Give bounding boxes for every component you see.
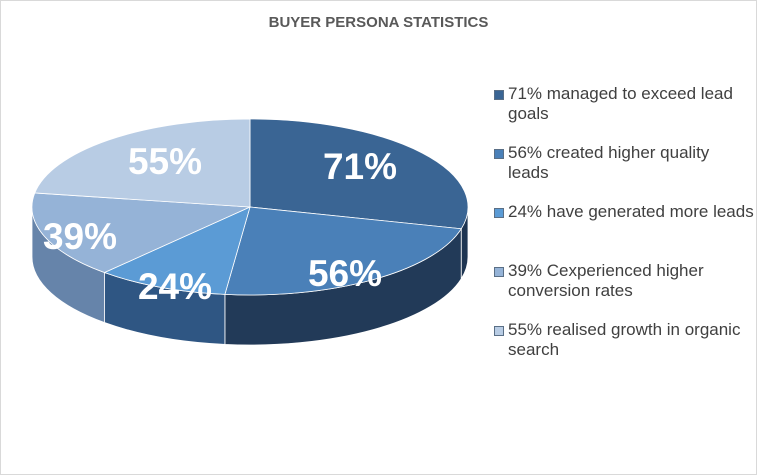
chart-title: BUYER PERSONA STATISTICS: [268, 14, 489, 31]
legend-swatch: [494, 149, 504, 159]
pie-slice: [249, 118, 469, 230]
slice-data-label: 39%: [43, 216, 117, 257]
pie-slice: [34, 118, 251, 208]
legend-label: 56% created higher quality leads: [508, 143, 710, 182]
slice-data-label: 55%: [128, 141, 202, 182]
pie-slice: [103, 206, 251, 295]
legend-item: 24% have generated more leads: [494, 202, 754, 261]
slice-data-label: 71%: [323, 146, 397, 187]
legend-label: 55% realised growth in organic search: [508, 320, 741, 359]
legend-swatch: [494, 267, 504, 277]
legend-swatch: [494, 326, 504, 336]
legend-swatch: [494, 208, 504, 218]
legend: 71% managed to exceed lead goals 56% crea…: [494, 84, 754, 379]
legend-label: 71% managed to exceed lead goals: [508, 84, 733, 123]
legend-item: 56% created higher quality leads: [494, 143, 754, 202]
legend-item: 39% Cexperienced higher conversion rates: [494, 261, 754, 320]
slice-data-label: 24%: [138, 266, 212, 307]
legend-swatch: [494, 90, 504, 100]
legend-item: 71% managed to exceed lead goals: [494, 84, 754, 143]
slice-data-label: 56%: [308, 253, 382, 294]
legend-item: 55% realised growth in organic search: [494, 320, 754, 379]
pie-slice: [31, 192, 251, 273]
legend-label: 24% have generated more leads: [508, 202, 754, 221]
legend-label: 39% Cexperienced higher conversion rates: [508, 261, 704, 300]
pie-slice: [224, 206, 462, 296]
